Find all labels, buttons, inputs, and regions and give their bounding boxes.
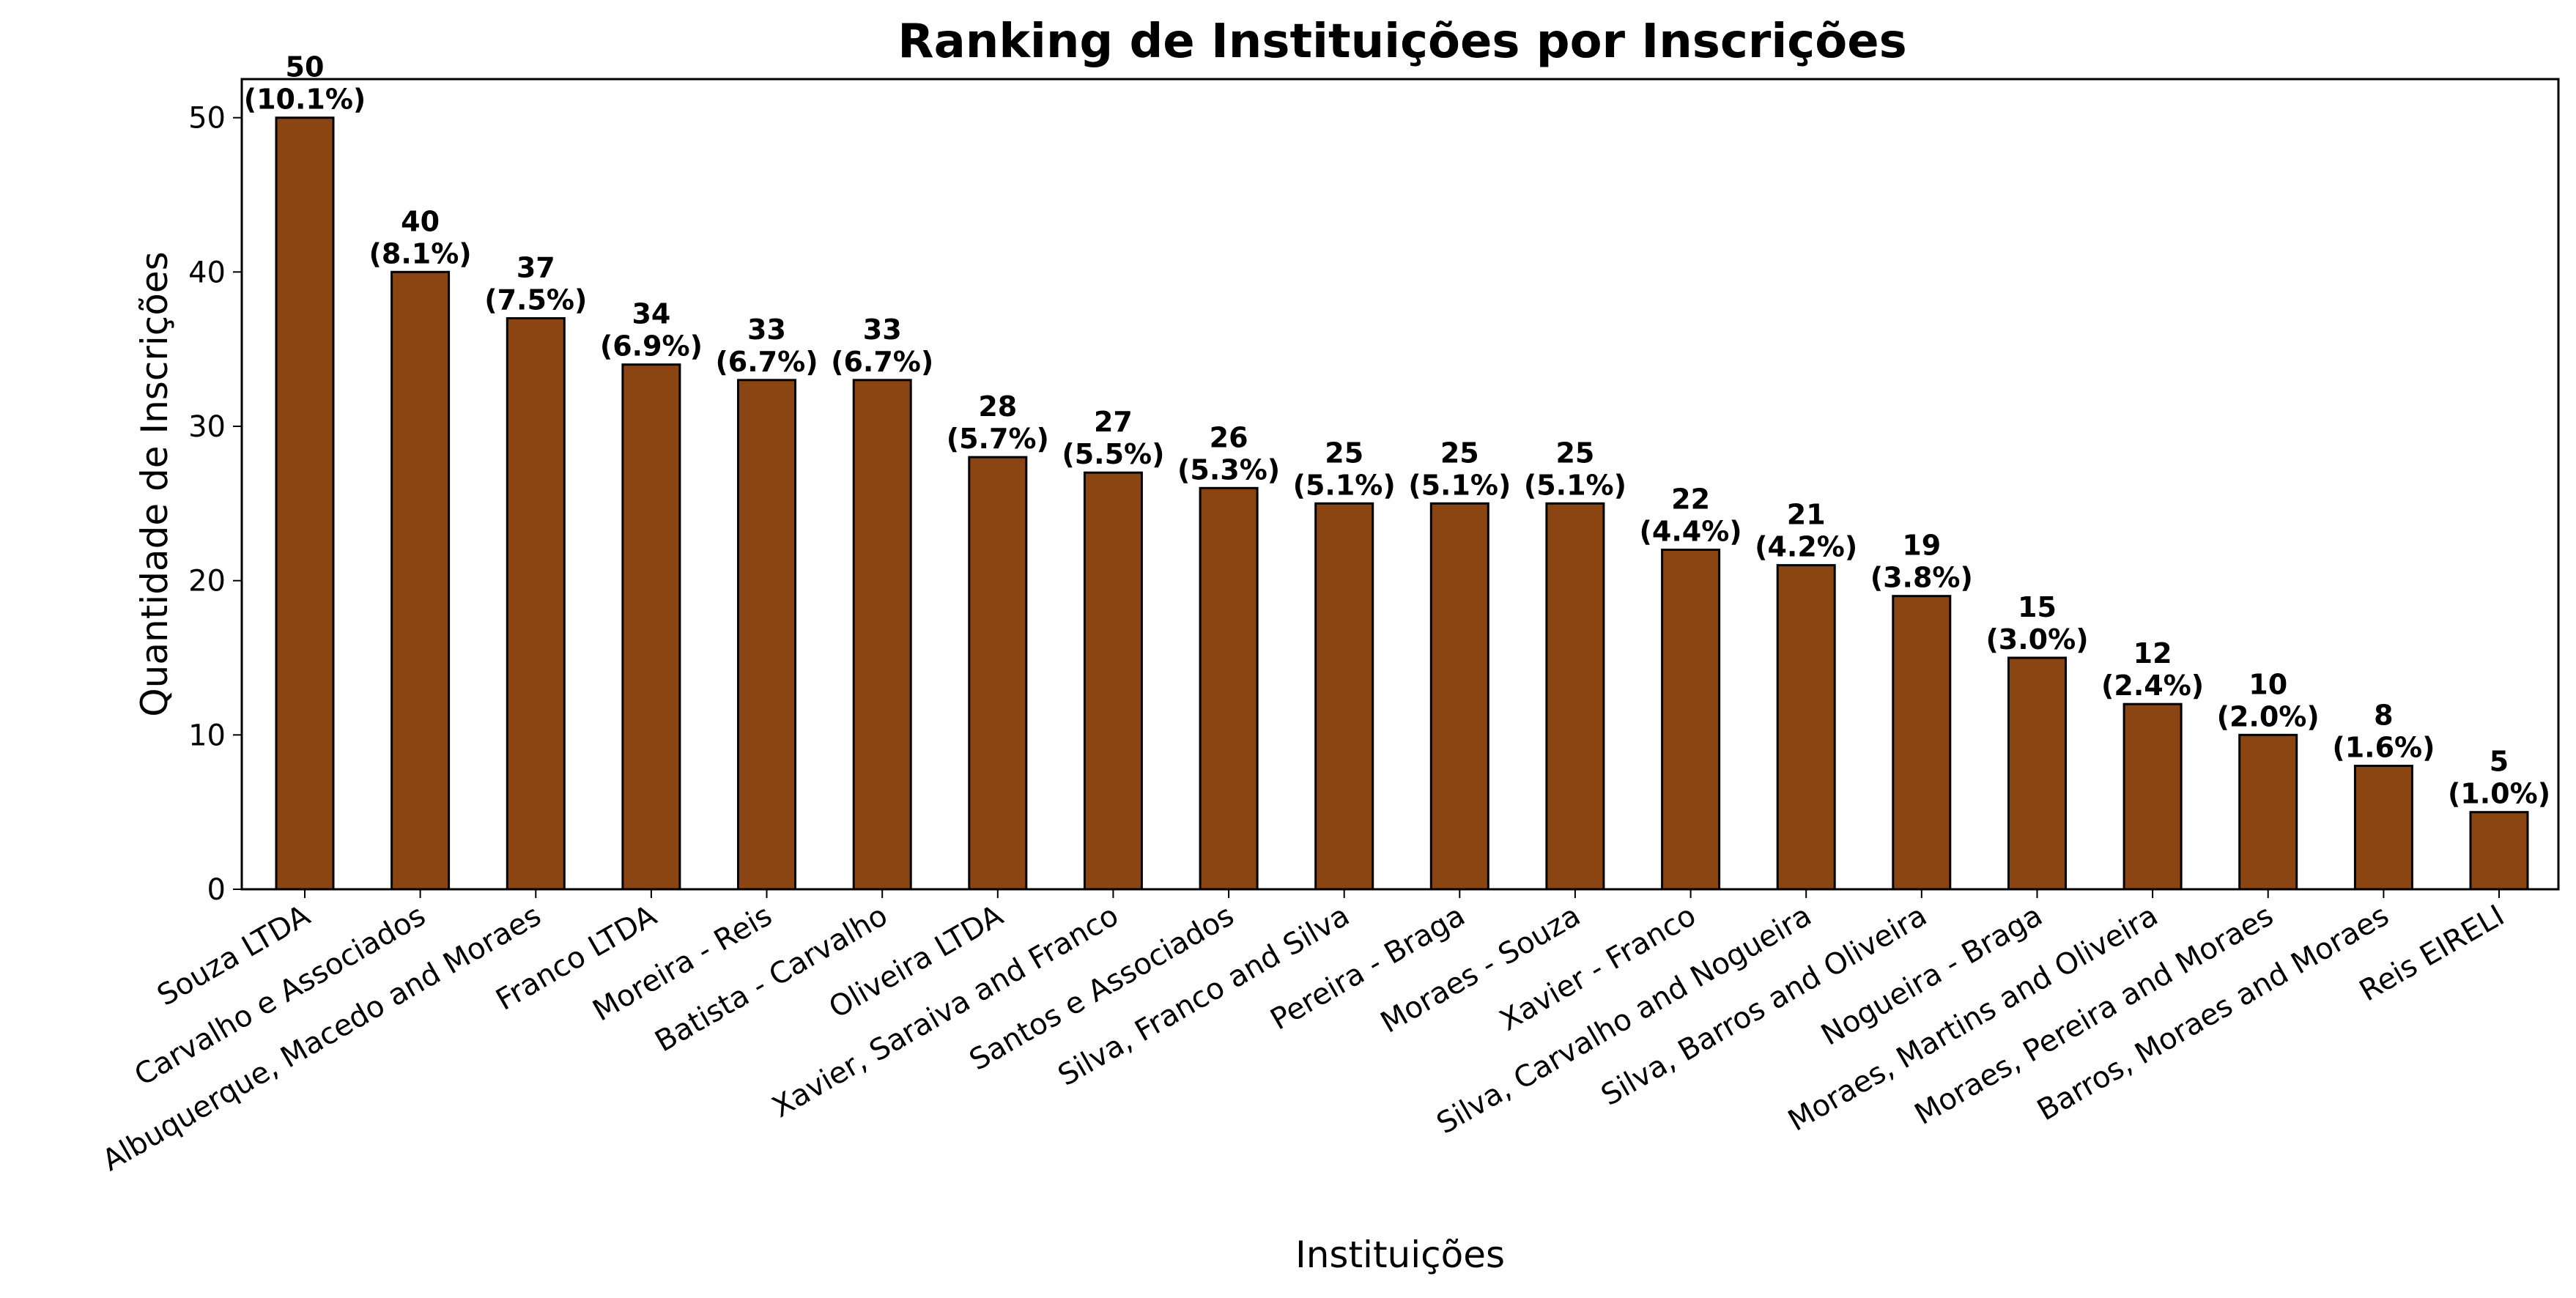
bar-percent-label: (5.1%) xyxy=(1408,469,1511,501)
bar xyxy=(1199,486,1259,891)
bar-value-label: 33 xyxy=(863,314,902,346)
bar-value-label: 21 xyxy=(1787,499,1826,531)
bar-value-label: 40 xyxy=(401,205,440,237)
bar xyxy=(1776,564,1836,891)
bar-value-label: 26 xyxy=(1210,421,1248,453)
bar-percent-label: (5.7%) xyxy=(947,423,1049,455)
bar-percent-label: (6.9%) xyxy=(600,330,703,363)
bar xyxy=(2122,702,2183,891)
bar-percent-label: (6.7%) xyxy=(831,346,933,378)
bar-value-label: 25 xyxy=(1555,437,1594,469)
bar-value-label: 22 xyxy=(1671,483,1710,516)
bar-value-label: 8 xyxy=(2374,700,2393,732)
bar-value-label: 28 xyxy=(978,390,1017,423)
bar-value-label: 15 xyxy=(2018,591,2057,623)
bar-percent-label: (5.5%) xyxy=(1062,438,1164,470)
bar xyxy=(852,379,912,891)
bar xyxy=(391,270,451,891)
bar-value-label: 19 xyxy=(1902,530,1941,562)
bar xyxy=(1545,502,1605,891)
bar-percent-label: (3.0%) xyxy=(1985,623,2088,656)
bar-value-label: 10 xyxy=(2249,668,2287,700)
y-tick-label: 50 xyxy=(188,102,226,136)
bar xyxy=(275,116,335,891)
bar xyxy=(621,363,681,891)
bar-percent-label: (8.1%) xyxy=(369,237,472,270)
bar-value-label: 27 xyxy=(1094,406,1133,438)
bar-percent-label: (1.6%) xyxy=(2332,732,2435,764)
bar-percent-label: (6.7%) xyxy=(715,346,818,378)
bar xyxy=(506,317,566,891)
bar xyxy=(968,456,1028,891)
bar xyxy=(1429,502,1489,891)
bar xyxy=(2007,656,2067,891)
bar-percent-label: (4.4%) xyxy=(1640,516,1742,548)
bar-value-label: 33 xyxy=(747,314,786,346)
chart-title: Ranking de Instituições por Inscrições xyxy=(897,15,1906,69)
bar-value-label: 12 xyxy=(2133,637,2172,670)
bar xyxy=(2353,765,2413,891)
bar-value-label: 25 xyxy=(1440,437,1479,469)
y-tick-label: 10 xyxy=(188,719,226,752)
bar-percent-label: (1.0%) xyxy=(2448,778,2550,810)
bars-layer xyxy=(275,116,2529,891)
y-axis: 0 10 20 30 40 50 xyxy=(188,102,242,907)
y-tick-label: 30 xyxy=(188,410,226,444)
bar-percent-label: (5.3%) xyxy=(1177,453,1280,486)
value-labels-layer: 50(10.1%)40(8.1%) 37(7.5%) 34(6.9%)33(6.7%… xyxy=(244,51,2550,810)
bar-value-label: 34 xyxy=(632,298,670,330)
y-axis-label: Quantidade de Inscrições xyxy=(133,251,176,716)
bar-value-label: 50 xyxy=(286,51,325,84)
bar-value-label: 37 xyxy=(517,252,555,284)
y-tick-label: 0 xyxy=(207,873,226,907)
bar-percent-label: (5.1%) xyxy=(1524,469,1626,501)
bar-percent-label: (2.0%) xyxy=(2217,700,2320,733)
bar xyxy=(1892,595,1952,891)
bar-percent-label: (2.4%) xyxy=(2101,670,2204,702)
y-tick-label: 40 xyxy=(188,256,226,289)
bar-percent-label: (5.1%) xyxy=(1293,469,1396,501)
bar xyxy=(1314,502,1374,891)
bar-percent-label: (7.5%) xyxy=(484,284,587,316)
bar-value-label: 25 xyxy=(1325,437,1363,469)
bar xyxy=(1083,471,1143,891)
bar xyxy=(2238,733,2298,891)
bar xyxy=(2469,811,2529,891)
bar-percent-label: (10.1%) xyxy=(244,84,366,116)
x-axis-label: Instituições xyxy=(1295,1234,1505,1276)
plot-area-frame xyxy=(240,78,2560,891)
y-tick-label: 20 xyxy=(188,565,226,598)
bar xyxy=(1661,549,1721,891)
bar-value-label: 5 xyxy=(2490,746,2509,778)
bar-percent-label: (3.8%) xyxy=(1870,562,1973,594)
bar xyxy=(737,379,796,891)
bar-percent-label: (4.2%) xyxy=(1755,531,1857,563)
